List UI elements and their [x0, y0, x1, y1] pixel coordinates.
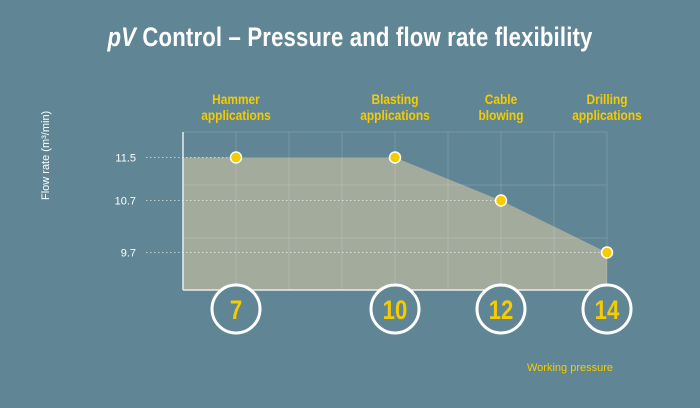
data-point — [600, 246, 614, 259]
category-line2: blowing — [478, 107, 524, 123]
chart-title: pV Control – Pressure and flow rate flex… — [63, 22, 637, 53]
category-line1: Cable — [484, 91, 518, 107]
y-tick-label: 10.7 — [115, 196, 136, 208]
x-tick-label: 14 — [595, 296, 620, 326]
category-line2: applications — [360, 107, 430, 123]
x-tick-circle — [581, 283, 633, 335]
x-tick-label: 7 — [230, 296, 242, 326]
category-line2: applications — [572, 107, 642, 123]
y-tick-label: 9.7 — [121, 248, 136, 260]
x-axis-label: Working pressure — [527, 362, 613, 374]
y-tick-label: 11.5 — [115, 153, 136, 165]
data-point — [388, 151, 402, 164]
x-tick-label: 10 — [383, 296, 408, 326]
x-tick-circle — [475, 283, 527, 335]
title-rest: Control – Pressure and flow rate flexibi… — [136, 22, 593, 52]
category-line1: Hammer — [212, 91, 260, 107]
category-line1: Blasting — [371, 91, 419, 107]
x-tick-label: 12 — [489, 296, 514, 326]
category-label: Cable blowing — [450, 91, 552, 123]
data-point — [494, 194, 508, 207]
x-tick-circle — [210, 283, 262, 335]
category-label: Blasting applications — [344, 91, 446, 123]
data-point — [229, 151, 243, 164]
category-line2: applications — [201, 107, 271, 123]
area-fill — [183, 157, 607, 290]
category-label: Hammer applications — [185, 91, 287, 123]
category-label: Drilling applications — [556, 91, 658, 123]
category-line1: Drilling — [586, 91, 628, 107]
x-tick-circle — [369, 283, 421, 335]
title-italic: pV — [107, 22, 137, 52]
